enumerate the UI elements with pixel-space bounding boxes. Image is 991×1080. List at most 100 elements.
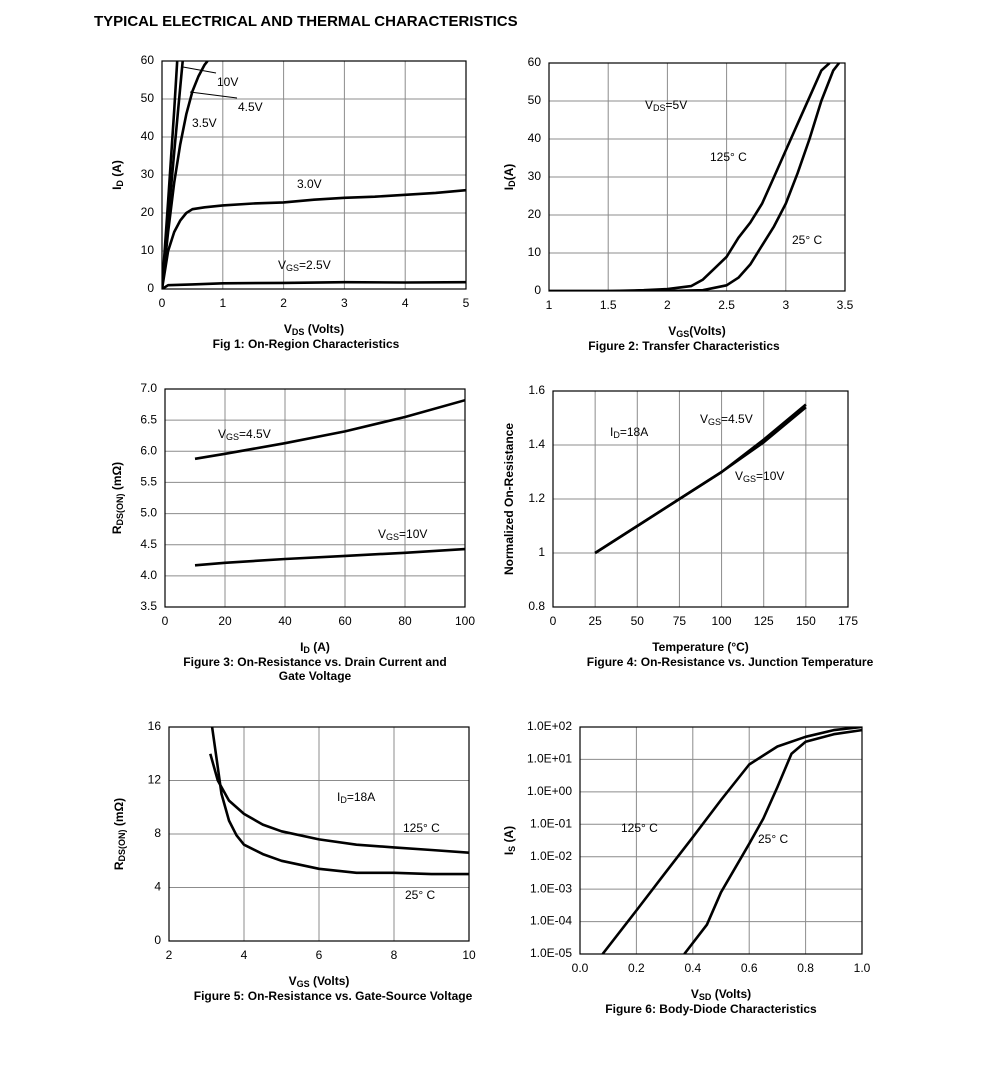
curve	[194, 547, 465, 567]
curve	[162, 188, 466, 289]
x-tick-label: 2	[664, 298, 671, 312]
y-axis-label-part: I	[110, 187, 124, 190]
curve-label-part: GS	[743, 474, 756, 484]
x-axis-label-part: I	[300, 640, 303, 654]
x-tick-label: 100	[455, 614, 475, 628]
curve-label-part: =4.5V	[239, 427, 271, 441]
y-tick-label: 8	[154, 826, 161, 840]
curve-label-part: 25° C	[758, 832, 788, 846]
y-tick-label: 60	[528, 55, 542, 69]
annotation-part: =18A	[620, 425, 648, 439]
figure-caption: Figure 3: On-Resistance vs. Drain Curren…	[183, 655, 446, 669]
y-axis-label-part: (mΩ)	[112, 798, 126, 830]
curve-label-part: 3.0V	[297, 177, 322, 191]
curve	[549, 63, 841, 291]
x-tick-label: 40	[278, 614, 292, 628]
x-tick-label: 50	[631, 614, 645, 628]
x-tick-label: 100	[712, 614, 732, 628]
x-tick-label: 3.5	[837, 298, 854, 312]
y-tick-label: 3.5	[140, 599, 157, 613]
y-tick-label: 5.0	[140, 506, 157, 520]
curve-label-part: GS	[708, 417, 721, 427]
curve-label: 25° C	[405, 888, 435, 902]
y-axis-label-part: (A)	[502, 164, 516, 181]
y-axis-label: IS (A)	[502, 826, 517, 855]
x-tick-label: 2	[166, 948, 173, 962]
x-tick-label: 75	[673, 614, 687, 628]
annotation-part: I	[337, 790, 340, 804]
curve-label: 4.5V	[238, 100, 263, 114]
figure-caption: Figure 6: Body-Diode Characteristics	[605, 1002, 817, 1016]
y-axis-label: RDS(ON) (mΩ)	[110, 462, 125, 534]
x-tick-label: 1	[219, 296, 226, 310]
y-tick-label: 30	[141, 167, 155, 181]
curve	[209, 753, 469, 854]
curve-label: VGS=10V	[378, 527, 427, 542]
x-tick-label: 4	[402, 296, 409, 310]
curve	[549, 63, 831, 291]
x-tick-label: 3	[341, 296, 348, 310]
y-tick-label: 6.5	[140, 412, 157, 426]
curve	[210, 727, 469, 876]
curve-label-part: =4.5V	[721, 412, 753, 426]
x-tick-label: 5	[463, 296, 470, 310]
annotation: ID=18A	[337, 790, 375, 805]
x-axis-label-part: (Volts)	[711, 987, 751, 1001]
curve-label: 3.0V	[297, 177, 322, 191]
y-tick-label: 10	[528, 245, 542, 259]
annotation-part: V	[645, 98, 653, 112]
curve-label-part: 125° C	[621, 821, 658, 835]
curve	[162, 61, 209, 289]
curve	[594, 406, 807, 555]
y-axis-label-part: D	[115, 180, 125, 187]
y-tick-label: 50	[528, 93, 542, 107]
x-tick-label: 0.8	[797, 961, 814, 975]
curve-label-part: 10V	[217, 75, 238, 89]
y-tick-label: 40	[141, 129, 155, 143]
plot-frame	[168, 726, 470, 942]
y-tick-label: 0.8	[528, 599, 545, 613]
y-tick-label: 7.0	[140, 381, 157, 395]
annotation-part: DS	[653, 103, 666, 113]
x-axis-label: VDS (Volts)	[284, 322, 344, 337]
curve-label-part: =2.5V	[299, 258, 331, 272]
figure-caption: Fig 1: On-Region Characteristics	[213, 337, 400, 351]
curve-label: VGS=10V	[735, 469, 784, 484]
curve-label-part: =10V	[756, 469, 784, 483]
x-tick-label: 0	[159, 296, 166, 310]
y-tick-label: 4.0	[140, 568, 157, 582]
y-axis-label-part: I	[502, 187, 516, 190]
y-tick-label: 5.5	[140, 475, 157, 489]
curve-label: VGS=4.5V	[700, 412, 753, 427]
x-axis-label-part: D	[303, 645, 310, 655]
x-tick-label: 0.4	[684, 961, 701, 975]
x-axis-label-part: (Volts)	[689, 324, 725, 338]
x-axis-label: Temperature (°C)	[652, 640, 749, 654]
figure-caption: Figure 2: Transfer Characteristics	[588, 339, 780, 353]
y-tick-label: 1.2	[528, 491, 545, 505]
y-tick-label: 20	[141, 205, 155, 219]
label-arrow	[182, 66, 217, 74]
curve-label: VGS=2.5V	[278, 258, 331, 273]
curve-label-part: V	[378, 527, 386, 541]
x-tick-label: 60	[338, 614, 352, 628]
y-tick-label: 12	[148, 773, 162, 787]
x-axis-label-part: V	[289, 974, 297, 988]
y-tick-label: 16	[148, 719, 162, 733]
y-tick-label: 0	[147, 281, 154, 295]
y-tick-label: 1.6	[528, 383, 545, 397]
x-axis-label-part: DS	[292, 327, 305, 337]
curve-label-part: V	[278, 258, 286, 272]
y-tick-label: 1.0E+01	[527, 752, 572, 766]
curve-label-part: 3.5V	[192, 116, 217, 130]
curve-label-part: 4.5V	[238, 100, 263, 114]
y-tick-label: 1.0E+00	[527, 784, 572, 798]
figure-caption: Gate Voltage	[279, 669, 352, 683]
y-axis-label: ID (A)	[110, 160, 125, 190]
y-tick-label: 0	[534, 283, 541, 297]
y-axis-label-part: DS(ON)	[117, 829, 127, 861]
plot-frame	[579, 726, 863, 955]
x-tick-label: 20	[218, 614, 232, 628]
y-tick-label: 1.0E-04	[530, 914, 572, 928]
